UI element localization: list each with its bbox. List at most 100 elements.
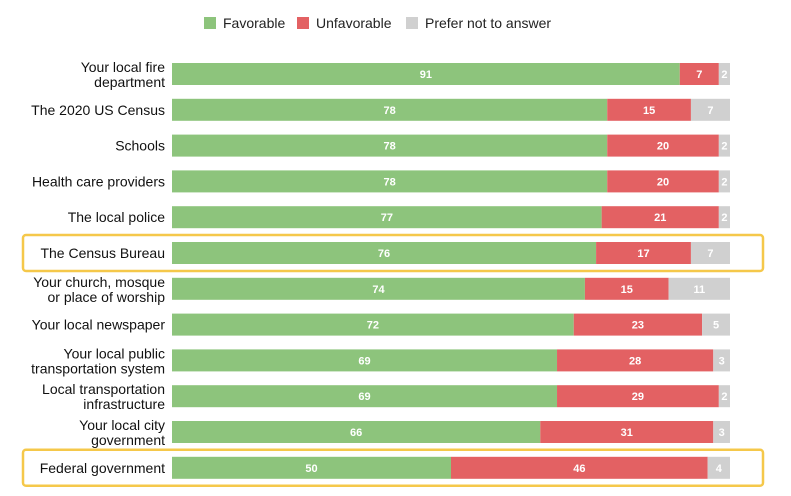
bar-segment-prefer-not-to-answer (713, 349, 730, 372)
bar-segment-prefer-not-to-answer (718, 206, 730, 229)
bar-segment-favorable (172, 277, 585, 300)
bar-segment-favorable (172, 206, 602, 229)
data-label: 2 (721, 391, 727, 403)
category-label: Federal government (40, 460, 165, 476)
bar-segment-prefer-not-to-answer (668, 277, 730, 300)
data-label: 7 (707, 248, 713, 260)
category-label: Your local public transportation system (31, 345, 165, 376)
data-label: 66 (350, 427, 362, 439)
legend-label: Prefer not to answer (425, 15, 551, 31)
category-label: Health care providers (32, 173, 165, 189)
bar-segment-unfavorable (451, 456, 708, 479)
data-label: 50 (305, 463, 317, 475)
data-label: 69 (358, 391, 370, 403)
bar-segment-unfavorable (557, 349, 714, 372)
category-label-line: government (91, 432, 165, 448)
bar-segment-prefer-not-to-answer (702, 313, 730, 336)
legend-label: Unfavorable (316, 15, 392, 31)
category-label-line: transportation system (31, 360, 165, 376)
data-label: 78 (383, 105, 395, 117)
highlight-box (21, 233, 765, 273)
data-label: 2 (721, 69, 727, 81)
data-label: 7 (707, 105, 713, 117)
bar-segment-prefer-not-to-answer (718, 134, 730, 157)
category-label: Schools (115, 138, 165, 154)
bar-segment-unfavorable (540, 421, 714, 443)
data-label: 4 (716, 463, 723, 475)
data-label: 72 (367, 320, 379, 332)
bar-segment-unfavorable (607, 134, 719, 157)
category-label: The Census Bureau (40, 245, 165, 261)
data-label: 28 (629, 355, 641, 367)
data-label: 15 (643, 105, 655, 117)
data-label: 31 (621, 427, 633, 439)
highlight-box (21, 448, 765, 488)
data-label: 15 (621, 284, 633, 296)
category-label: The local police (68, 209, 165, 225)
data-label: 2 (721, 212, 727, 224)
data-label: 91 (420, 69, 432, 81)
legend-swatch-favorable (204, 17, 216, 29)
category-label-line: Your local city (79, 417, 165, 433)
bar-segment-prefer-not-to-answer (690, 242, 730, 264)
bar-segment-favorable (172, 98, 608, 121)
bar-segment-unfavorable (679, 63, 719, 85)
bar-segment-unfavorable (607, 98, 691, 121)
category-label: Your local newspaper (32, 317, 166, 333)
bar-segment-favorable (172, 63, 680, 85)
data-label: 69 (358, 355, 370, 367)
data-label: 5 (713, 320, 719, 332)
category-label-line: Federal government (40, 460, 165, 476)
legend-swatch-prefer-not-to-answer (406, 17, 418, 29)
data-label: 76 (378, 248, 390, 260)
bar-segment-favorable (172, 385, 558, 408)
data-label: 7 (696, 69, 702, 81)
bar-segment-favorable (172, 421, 541, 443)
bar-segment-prefer-not-to-answer (690, 98, 730, 121)
bar-segment-unfavorable (601, 206, 719, 229)
data-label: 77 (381, 212, 393, 224)
data-label: 46 (573, 463, 585, 475)
data-label: 78 (383, 176, 395, 188)
bar-segment-unfavorable (607, 170, 719, 193)
bar-segment-favorable (172, 349, 558, 372)
legend: Favorable Unfavorable Prefer not to answer (204, 15, 551, 31)
data-label: 23 (632, 320, 644, 332)
category-label-line: The Census Bureau (40, 245, 165, 261)
category-label-line: Health care providers (32, 173, 165, 189)
category-label-line: infrastructure (83, 396, 165, 412)
category-label-line: Schools (115, 138, 165, 154)
bar-segment-prefer-not-to-answer (707, 456, 730, 479)
bar-segment-prefer-not-to-answer (718, 385, 730, 408)
legend-swatch-unfavorable (297, 17, 309, 29)
category-label-line: Your local newspaper (32, 317, 166, 333)
category-label: Your local city government (79, 417, 165, 448)
bar-segment-favorable (172, 170, 608, 193)
data-label: 21 (654, 212, 666, 224)
category-label-line: The local police (68, 209, 165, 225)
data-label: 17 (637, 248, 649, 260)
data-label: 3 (719, 355, 725, 367)
category-label-line: Local transportation (42, 381, 165, 397)
bar-segment-unfavorable (573, 313, 703, 336)
bar-segment-prefer-not-to-answer (718, 63, 730, 85)
bar-segment-unfavorable (584, 277, 669, 300)
category-label-line: Your church, mosque (33, 274, 165, 290)
legend-label: Favorable (223, 15, 285, 31)
data-label: 74 (372, 284, 385, 296)
category-label: The 2020 US Census (31, 102, 165, 118)
category-label-line: The 2020 US Census (31, 102, 165, 118)
data-label: 20 (657, 141, 669, 153)
data-label: 29 (632, 391, 644, 403)
category-label-line: Your local fire (81, 59, 166, 75)
category-label-line: department (94, 74, 165, 90)
category-label-line: or place of worship (47, 289, 165, 305)
bar-segment-favorable (172, 242, 597, 264)
data-label: 78 (383, 141, 395, 153)
data-label: 2 (721, 176, 727, 188)
bar-segment-prefer-not-to-answer (718, 170, 730, 193)
category-label: Your local fire department (81, 59, 166, 90)
bar-segment-unfavorable (557, 385, 719, 408)
bar-segment-favorable (172, 134, 608, 157)
